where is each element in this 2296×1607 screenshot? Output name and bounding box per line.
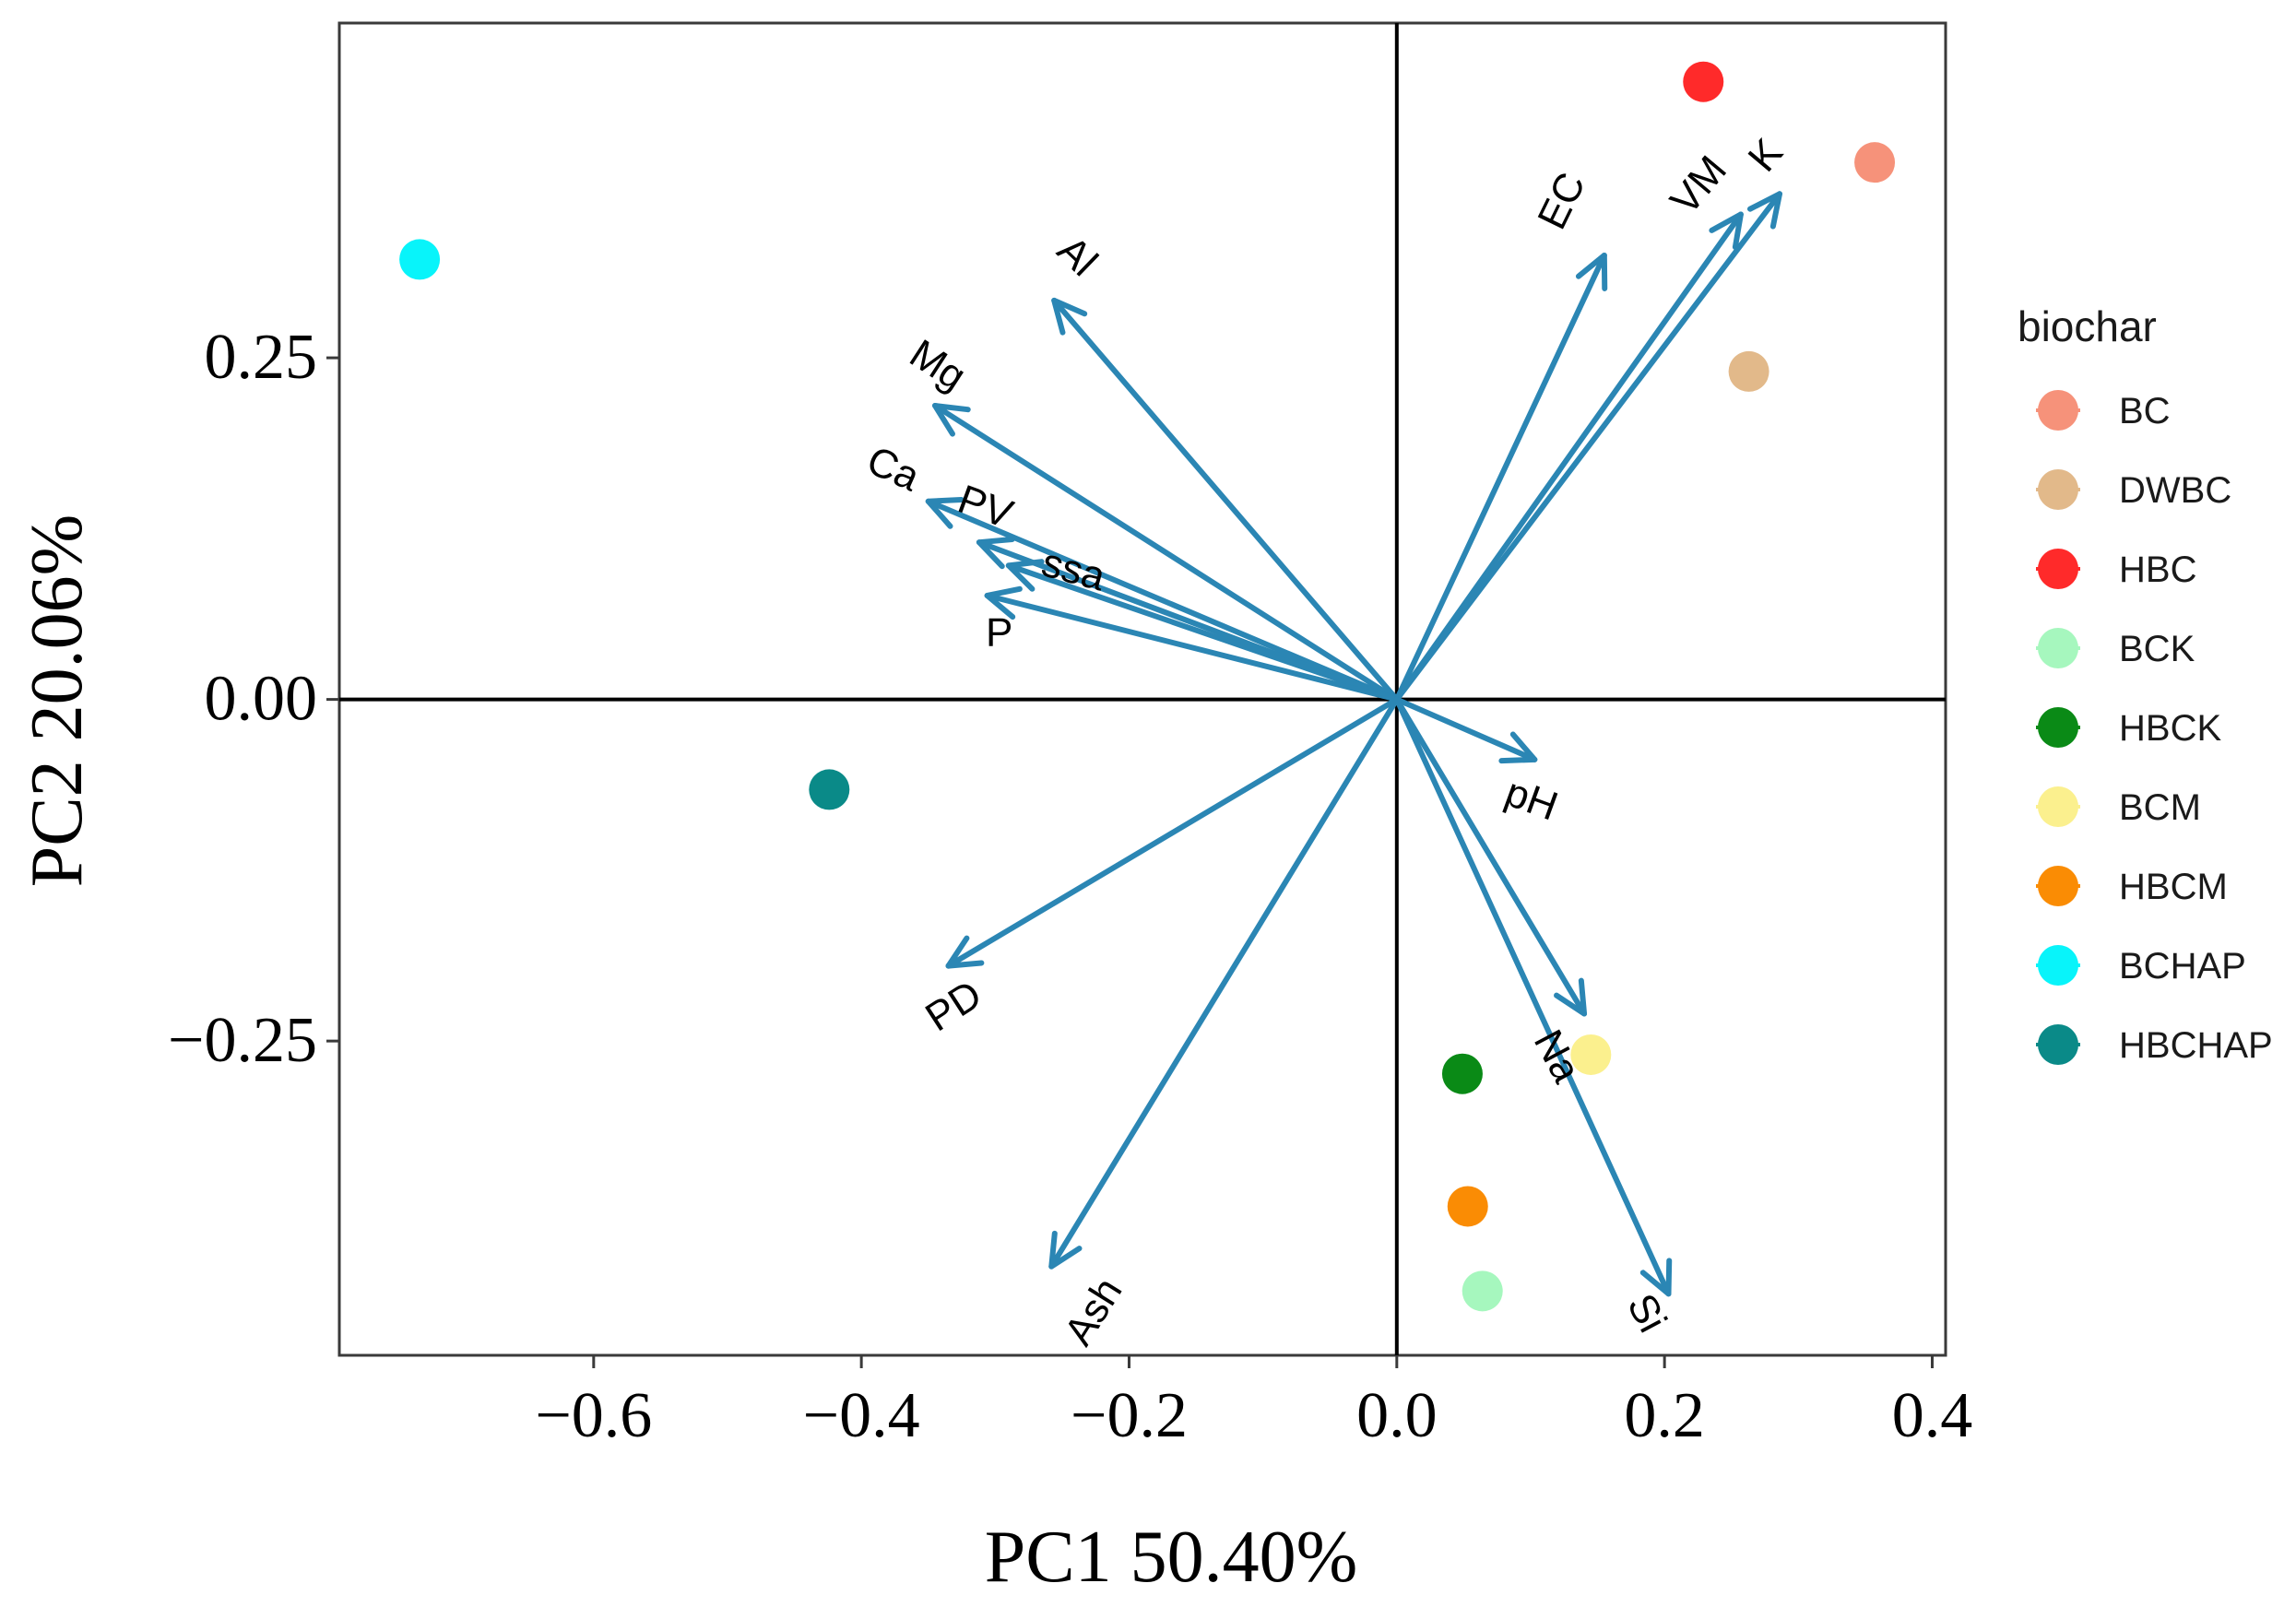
legend-label: DWBC: [2119, 470, 2231, 511]
legend-item-bchap: BCHAP: [2036, 945, 2246, 987]
x-tick-label: 0.0: [1356, 1380, 1438, 1451]
legend-item-hbc: HBC: [2036, 549, 2196, 590]
arrow-head: [931, 402, 971, 437]
arrow-shaft: [1048, 696, 1400, 1270]
legend-item-bck: BCK: [2036, 628, 2195, 669]
legend-label: BCK: [2119, 629, 2195, 669]
arrow-shaft: [984, 592, 1400, 703]
point-dwbc: [1728, 350, 1769, 392]
legend-label: HBCK: [2119, 708, 2221, 749]
legend-key-dot: [2038, 1024, 2078, 1065]
point-bchap: [399, 239, 441, 280]
arrow-shaft: [1393, 696, 1588, 1017]
arrow-shaft: [1393, 252, 1607, 703]
y-tick-label: −0.25: [168, 1005, 317, 1076]
legend-label: BCHAP: [2119, 946, 2246, 987]
point-bck: [1462, 1270, 1503, 1312]
legend-item-bc: BC: [2036, 390, 2171, 431]
y-tick-label: 0.25: [205, 322, 318, 393]
legend-key-dot: [2038, 390, 2078, 431]
arrow-shaft: [931, 402, 1400, 703]
arrow-shaft: [1051, 297, 1400, 703]
arrow-head: [1554, 977, 1588, 1017]
arrow-shaft: [1393, 696, 1538, 762]
legend-label: BC: [2119, 391, 2171, 431]
score-points: [399, 61, 1896, 1312]
loading-arrows: [925, 191, 1782, 1297]
x-tick-label: 0.4: [1892, 1380, 1973, 1451]
legend-label: BCM: [2119, 787, 2201, 828]
legend-title: biochar: [2018, 302, 2157, 350]
arrow-head: [984, 585, 1023, 620]
legend-key-dot: [2038, 707, 2078, 748]
plot-panel: [337, 21, 1947, 1357]
x-axis-title: PC1 50.40%: [985, 1517, 1358, 1598]
y-tick-label: 0.00: [205, 664, 318, 735]
arrow-head: [1005, 559, 1045, 592]
arrow-head: [1048, 1230, 1083, 1270]
legend-item-hbchap: HBCHAP: [2036, 1024, 2273, 1066]
x-tick-label: −0.4: [803, 1380, 920, 1451]
arrow-shaft: [1393, 191, 1782, 703]
legend-label: HBC: [2119, 549, 2196, 590]
arrow-shaft: [1393, 211, 1744, 703]
loading-arrow-mg: [931, 402, 1400, 703]
point-bcm: [1570, 1034, 1612, 1075]
loading-arrow-k: [1393, 191, 1782, 703]
reference-lines: [339, 23, 1946, 1355]
legend-key-dot: [2038, 469, 2078, 510]
arrow-shaft: [945, 696, 1400, 969]
loading-arrow-al: [1051, 297, 1400, 703]
point-hbc: [1683, 61, 1724, 102]
arrow-head: [1639, 1258, 1673, 1297]
loading-arrow-ph: [1393, 696, 1538, 764]
arrow-shaft: [925, 498, 1400, 703]
point-hbchap: [809, 769, 850, 810]
arrow-head: [1498, 731, 1538, 764]
loading-arrow-ssa: [1005, 559, 1400, 703]
x-axis-ticks: −0.6 −0.4 −0.2 0.0 0.2 0.4: [535, 1355, 1972, 1451]
loading-arrow-ca: [925, 496, 1400, 703]
arrow-head: [945, 935, 985, 969]
arrow-head: [1051, 297, 1088, 336]
loading-arrow-vm: [1393, 211, 1744, 703]
legend-label: HBCHAP: [2119, 1025, 2273, 1066]
legend-item-dwbc: DWBC: [2036, 469, 2231, 511]
x-tick-label: 0.2: [1624, 1380, 1705, 1451]
legend-label: HBCM: [2119, 867, 2228, 907]
loading-arrow-na: [1393, 696, 1588, 1017]
arrow-head: [976, 536, 1015, 570]
loading-arrow-si: [1393, 696, 1673, 1297]
y-axis-title: PC2 20.06%: [17, 514, 98, 888]
arrow-shaft: [1393, 696, 1672, 1297]
arrow-shaft: [1005, 562, 1400, 703]
arrow-head: [925, 496, 965, 529]
loading-arrow-ash: [1048, 696, 1400, 1270]
loading-label-p: P: [986, 610, 1012, 656]
arrow-head: [1575, 252, 1608, 291]
legend-key-dot: [2038, 866, 2078, 906]
x-tick-label: −0.6: [535, 1380, 652, 1451]
legend-key-dot: [2038, 786, 2078, 827]
legend-key-dot: [2038, 628, 2078, 668]
point-bc: [1854, 142, 1896, 183]
legend-key-dot: [2038, 549, 2078, 589]
legend-item-hbck: HBCK: [2036, 707, 2221, 749]
y-axis-ticks: 0.25 0.00 −0.25: [168, 322, 339, 1076]
loading-arrow-pd: [945, 696, 1400, 969]
legend-key-dot: [2038, 945, 2078, 986]
point-hbcm: [1447, 1186, 1488, 1227]
arrow-head: [1746, 191, 1782, 230]
loading-arrow-ec: [1393, 252, 1608, 703]
legend: biochar BC DWBC HBC BCK HBCK BCM HBCM BCHAP HBCH…: [2018, 302, 2273, 1066]
x-tick-label: −0.2: [1071, 1380, 1188, 1451]
legend-item-bcm: BCM: [2036, 786, 2201, 828]
arrow-head: [1709, 211, 1744, 250]
legend-item-hbcm: HBCM: [2036, 866, 2228, 907]
point-hbck: [1441, 1053, 1483, 1094]
loading-arrow-p: [984, 585, 1400, 703]
